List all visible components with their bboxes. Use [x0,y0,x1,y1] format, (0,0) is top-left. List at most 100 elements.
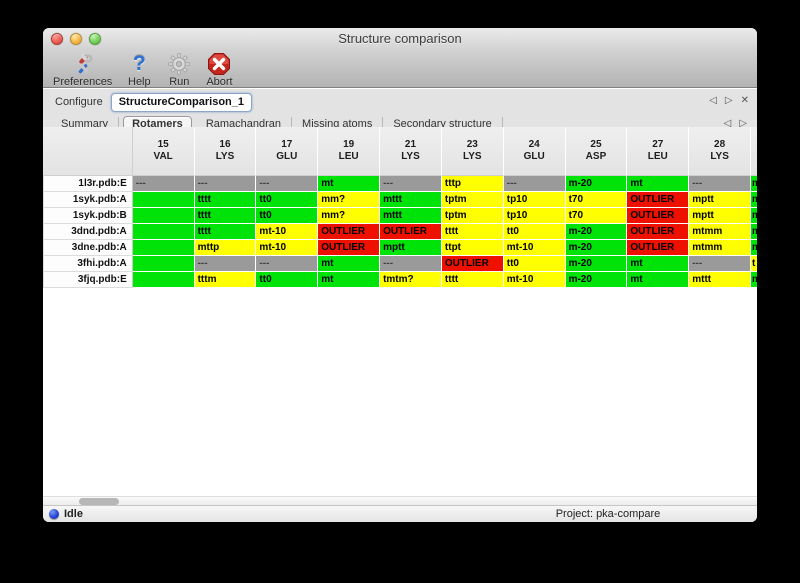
table-cell[interactable]: tmtm? [380,272,442,288]
table-cell[interactable]: OUTLIER [627,224,690,240]
table-cell[interactable]: mt [318,256,381,272]
table-cell[interactable]: mm? [318,208,381,224]
table-cell[interactable]: mt-10 [503,240,566,256]
table-cell[interactable]: t [132,224,195,240]
table-cell[interactable]: mttt [380,208,442,224]
tab-missing-atoms[interactable]: Missing atoms [292,116,384,131]
row-label[interactable]: 3fhi.pdb:A [43,256,133,272]
table-cell[interactable]: m [751,272,757,288]
table-cell[interactable]: mptt [689,208,752,224]
table-cell[interactable]: OUTLIER [318,224,381,240]
row-label[interactable]: 3dne.pdb:A [43,240,133,256]
table-cell[interactable]: mt-10 [256,224,319,240]
table-cell[interactable]: m-20 [565,240,628,256]
table-cell[interactable]: m-20 [565,256,628,272]
zoom-window-button[interactable] [89,33,101,45]
column-header-17[interactable]: 17 GLU [256,127,319,176]
close-window-button[interactable] [51,33,63,45]
table-cell[interactable]: --- [689,256,752,272]
tabs-next-icon[interactable]: ▷ [739,118,747,129]
table-cell[interactable]: t [132,240,195,256]
table-cell[interactable]: mttp [194,240,257,256]
table-cell[interactable]: mptt [689,192,752,208]
table-cell[interactable]: --- [689,176,752,192]
table-cell[interactable]: --- [132,176,195,192]
table-cell[interactable]: t [132,272,195,288]
table-cell[interactable]: m [751,224,757,240]
table-cell[interactable]: mt [318,176,381,192]
table-cell[interactable]: OUTLIER [441,256,504,272]
column-header-16[interactable]: 16 LYS [194,127,257,176]
help-button[interactable]: ? Help [126,52,152,88]
tabs-prev-icon[interactable]: ◁ [723,118,732,129]
preferences-button[interactable]: Preferences [53,52,112,88]
table-cell[interactable]: m [751,192,757,208]
table-cell[interactable]: tptm [441,208,504,224]
scrollbar-thumb[interactable] [79,498,119,505]
column-header-19[interactable]: 19 LEU [318,127,381,176]
row-label[interactable]: 1l3r.pdb:E [43,176,133,192]
table-cell[interactable]: mtmm [689,240,752,256]
table-cell[interactable]: --- [194,256,257,272]
table-cell[interactable]: tttt [194,208,257,224]
tab-summary[interactable]: Summary [51,116,120,131]
table-cell[interactable]: m [751,240,757,256]
column-header-15[interactable]: 15 VAL [132,127,195,176]
column-header-25[interactable]: 25 ASP [565,127,628,176]
table-cell[interactable]: tp10 [503,192,566,208]
row-label[interactable]: 1syk.pdb:A [43,192,133,208]
table-cell[interactable]: tptm [441,192,504,208]
column-header-23[interactable]: 23 LYS [441,127,504,176]
table-cell[interactable]: mtmm [689,224,752,240]
row-label[interactable]: 3dnd.pdb:A [43,224,133,240]
table-cell[interactable]: m [751,176,757,192]
table-cell[interactable]: tttt [441,224,504,240]
title-bar[interactable]: Structure comparison [43,28,757,50]
table-cell[interactable]: --- [256,176,319,192]
table-cell[interactable]: mt [627,272,690,288]
table-cell[interactable]: t70 [565,208,628,224]
table-cell[interactable]: tt0 [503,224,566,240]
table-cell[interactable]: t [132,192,195,208]
table-cell[interactable]: mm? [318,192,381,208]
table-cell[interactable]: OUTLIER [627,192,690,208]
table-cell[interactable]: mttt [380,192,442,208]
tab-ramachandran[interactable]: Ramachandran [196,116,293,131]
table-cell[interactable]: OUTLIER [627,208,690,224]
configure-close-icon[interactable]: ✕ [740,95,749,106]
table-cell[interactable]: mt-10 [256,240,319,256]
table-cell[interactable]: t [132,256,195,272]
table-cell[interactable]: OUTLIER [627,240,690,256]
table-cell[interactable]: OUTLIER [380,224,442,240]
table-cell[interactable]: t [751,256,757,272]
table-cell[interactable]: m [751,208,757,224]
row-label[interactable]: 1syk.pdb:B [43,208,133,224]
table-cell[interactable]: tp10 [503,208,566,224]
table-cell[interactable]: m-20 [565,176,628,192]
table-cell[interactable]: tttt [441,272,504,288]
table-cell[interactable]: --- [380,176,442,192]
configure-next-icon[interactable]: ▷ [724,95,733,106]
table-cell[interactable]: tttt [194,192,257,208]
table-cell[interactable]: mt [627,176,690,192]
horizontal-scrollbar[interactable] [43,496,757,506]
table-cell[interactable]: mptt [380,240,442,256]
table-cell[interactable]: mt [627,256,690,272]
table-cell[interactable]: m-20 [565,272,628,288]
table-cell[interactable]: mttt [689,272,752,288]
column-header-27[interactable]: 27 LEU [627,127,690,176]
minimize-window-button[interactable] [70,33,82,45]
table-cell[interactable]: tttp [441,176,504,192]
configure-prev-icon[interactable]: ◁ [709,95,717,106]
table-cell[interactable]: tt0 [256,208,319,224]
abort-button[interactable]: Abort [206,52,233,88]
table-cell[interactable]: t70 [565,192,628,208]
tab-secondary-structure[interactable]: Secondary structure [383,116,503,131]
table-cell[interactable]: --- [503,176,566,192]
table-cell[interactable]: --- [256,256,319,272]
table-cell[interactable]: --- [380,256,442,272]
configure-name-field[interactable]: StructureComparison_1 [110,92,253,112]
table-cell[interactable]: mt-10 [503,272,566,288]
table-cell[interactable]: --- [194,176,257,192]
table-cell[interactable]: tttm [194,272,257,288]
